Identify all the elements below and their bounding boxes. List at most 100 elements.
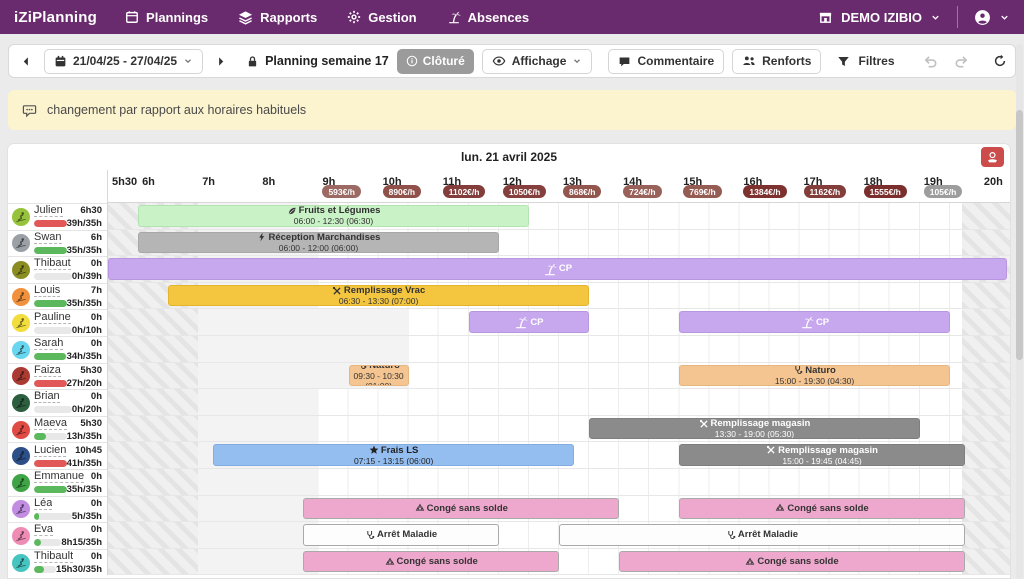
schedule-row-faiza[interactable]: Naturo 09:30 - 10:30 (01:00) Naturo 15:00 - … <box>108 362 1010 390</box>
hourly-cost-badge: 724€/h <box>623 185 662 198</box>
shift-title: CP <box>530 316 544 328</box>
hourly-cost-badge: 105€/h <box>923 185 963 198</box>
shift-bar[interactable]: Remplissage magasin 13:30 - 19:00 (05:30) <box>589 417 920 440</box>
employee-card-eva[interactable]: Eva 0h 8h15/35h <box>8 522 107 549</box>
nav-item-plannings[interactable]: Plannings <box>125 10 208 25</box>
redo-icon[interactable] <box>950 54 973 69</box>
date-range-picker[interactable]: 21/04/25 - 27/04/25 <box>44 48 204 74</box>
avatar <box>12 526 30 545</box>
employee-name[interactable]: Thibaut <box>34 257 71 271</box>
shift-bar[interactable]: Congé sans solde <box>303 497 620 520</box>
shift-bar[interactable]: Fruits et Légumes 06:00 - 12:30 (06:30) <box>138 205 529 227</box>
shift-bar[interactable]: Naturo 15:00 - 19:30 (04:30) <box>679 364 950 387</box>
employee-card-swan[interactable]: Swan 6h 35h/35h <box>8 229 107 257</box>
display-dropdown[interactable]: Affichage <box>481 48 593 74</box>
employee-name[interactable]: Lucien <box>34 443 67 457</box>
employee-name[interactable]: Maeva <box>34 417 68 431</box>
employee-card-julien[interactable]: Julien 6h30 39h/35h <box>8 203 107 230</box>
shift-bar[interactable]: Congé sans solde <box>303 550 559 573</box>
nav-item-absences[interactable]: Absences <box>447 10 529 25</box>
hide-costs-button[interactable] <box>981 147 1004 167</box>
hour-label: 6h <box>142 176 155 188</box>
next-week-button[interactable] <box>211 56 230 67</box>
schedule-row-eva[interactable]: Arrêt Maladie Arrêt Maladie <box>108 522 1010 549</box>
employee-card-emmanue[interactable]: Emmanue 0h 35h/35h <box>8 468 107 496</box>
axis-tick: 6h <box>142 172 155 190</box>
schedule-row-sarah[interactable] <box>108 335 1010 363</box>
employee-name[interactable]: Pauline <box>34 310 71 324</box>
planning-title: Planning semaine 17 <box>265 54 389 68</box>
shift-bar[interactable]: Arrêt Maladie <box>559 524 965 546</box>
schedule-row-léa[interactable]: Congé sans solde Congé sans solde <box>108 495 1010 523</box>
employee-card-maeva[interactable]: Maeva 5h30 13h/35h <box>8 415 107 443</box>
employee-name[interactable]: Eva <box>34 523 53 537</box>
reinforcements-button[interactable]: Renforts <box>732 48 822 74</box>
schedule-row-lucien[interactable]: Frais LS 07:15 - 13:15 (06:00) Remplissage… <box>108 442 1010 469</box>
schedule-row-thibault[interactable]: Congé sans solde Congé sans solde <box>108 548 1010 576</box>
employee-name[interactable]: Léa <box>34 496 53 510</box>
nav-item-label: Rapports <box>260 9 318 25</box>
employee-name[interactable]: Thibault <box>34 550 74 564</box>
employee-name[interactable]: Julien <box>34 204 63 218</box>
skier-icon <box>15 503 27 515</box>
employee-card-pauline[interactable]: Pauline 0h 0h/10h <box>8 309 107 336</box>
nav-item-gestion[interactable]: Gestion <box>347 10 417 25</box>
nav-item-rapports[interactable]: Rapports <box>238 10 317 25</box>
schedule-row-julien[interactable]: Fruits et Légumes 06:00 - 12:30 (06:30) <box>108 203 1010 230</box>
employee-card-thibault[interactable]: Thibault 0h 15h30/35h <box>8 548 107 576</box>
shift-bar[interactable]: Réception Marchandises 06:00 - 12:00 (06:… <box>138 231 499 254</box>
schedule-row-maeva[interactable]: Remplissage magasin 13:30 - 19:00 (05:30) <box>108 415 1010 443</box>
employee-name[interactable]: Brian <box>34 390 60 404</box>
employee-name[interactable]: Swan <box>34 230 62 244</box>
schedule-row-louis[interactable]: Remplissage Vrac 06:30 - 13:30 (07:00) <box>108 282 1010 310</box>
schedule-row-emmanue[interactable] <box>108 468 1010 496</box>
hourly-cost-badge: 868€/h <box>563 185 602 198</box>
employee-name[interactable]: Sarah <box>34 337 64 351</box>
shift-bar[interactable]: Arrêt Maladie <box>303 524 499 546</box>
display-label: Affichage <box>511 54 567 68</box>
shift-bar[interactable]: CP <box>468 311 590 333</box>
shift-bar[interactable]: Naturo 09:30 - 10:30 (01:00) <box>348 364 409 387</box>
main-nav: Plannings Rapports Gestion Absences <box>125 10 818 25</box>
employee-card-louis[interactable]: Louis 7h 35h/35h <box>8 282 107 310</box>
employee-card-faiza[interactable]: Faiza 5h30 27h/20h <box>8 362 107 390</box>
employee-card-brian[interactable]: Brian 0h 0h/20h <box>8 389 107 416</box>
undo-icon[interactable] <box>919 54 942 69</box>
avatar <box>12 367 30 386</box>
axis-tick: 8h <box>262 172 275 190</box>
nav-item-label: Absences <box>467 9 530 25</box>
employee-card-léa[interactable]: Léa 0h 5h/35h <box>8 495 107 523</box>
shift-bar[interactable]: Frais LS 07:15 - 13:15 (06:00) <box>213 444 575 466</box>
shift-bar[interactable]: CP <box>679 311 950 333</box>
day-hours: 6h30 <box>80 205 102 217</box>
employee-card-sarah[interactable]: Sarah 0h 34h/35h <box>8 335 107 363</box>
schedule-row-brian[interactable] <box>108 389 1010 416</box>
refresh-icon[interactable] <box>989 54 1011 68</box>
employee-name[interactable]: Faiza <box>34 363 61 377</box>
app-logo[interactable]: iZiPlanning <box>14 8 98 26</box>
shift-bar[interactable]: Congé sans solde <box>679 497 965 520</box>
account-menu[interactable]: DEMO IZIBIO <box>818 10 941 25</box>
user-menu[interactable] <box>974 9 1010 26</box>
skier-icon <box>15 291 27 303</box>
schedule-row-swan[interactable]: Réception Marchandises 06:00 - 12:00 (06:… <box>108 229 1010 257</box>
prev-week-button[interactable] <box>17 56 36 67</box>
closed-hours-zone <box>961 522 1010 548</box>
employee-name[interactable]: Emmanue <box>34 470 85 484</box>
employee-card-lucien[interactable]: Lucien 10h45 41h/35h <box>8 442 107 469</box>
shift-bar[interactable]: CP <box>108 258 1007 280</box>
hour-label: 7h <box>202 176 216 188</box>
employee-name[interactable]: Louis <box>34 284 61 298</box>
chevron-down-icon <box>930 12 941 23</box>
scrollbar-thumb[interactable] <box>1016 110 1023 360</box>
shift-bar[interactable]: Remplissage magasin 15:00 - 19:45 (04:45) <box>679 444 965 466</box>
vertical-scrollbar[interactable] <box>1016 44 1023 579</box>
employee-card-thibaut[interactable]: Thibaut 0h 0h/39h <box>8 256 107 283</box>
week-quota: 27h/20h <box>66 377 102 389</box>
shift-duration: (01:00) <box>365 380 393 387</box>
schedule-row-thibaut[interactable]: CP <box>108 256 1010 283</box>
comment-button[interactable]: Commentaire <box>608 48 725 74</box>
shift-bar[interactable]: Congé sans solde <box>619 550 965 573</box>
shift-bar[interactable]: Remplissage Vrac 06:30 - 13:30 (07:00) <box>168 284 590 307</box>
schedule-row-pauline[interactable]: CP CP <box>108 309 1010 336</box>
